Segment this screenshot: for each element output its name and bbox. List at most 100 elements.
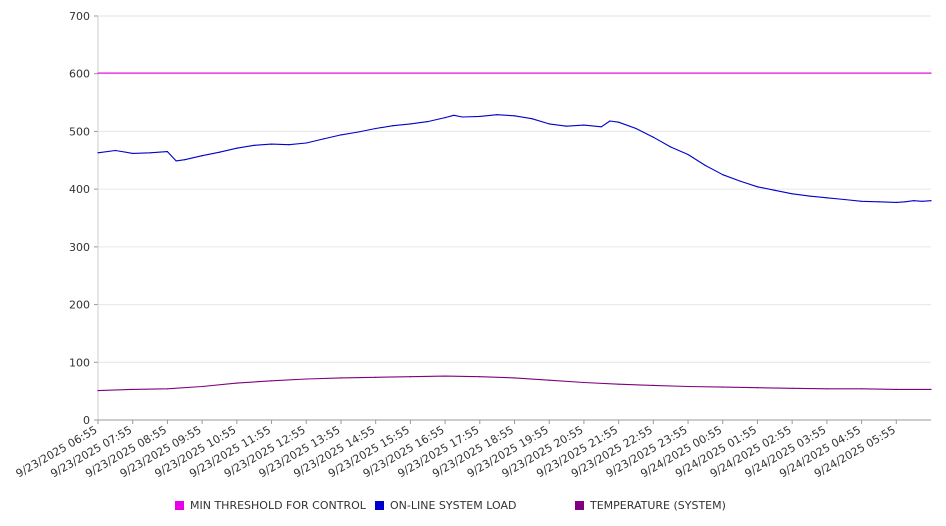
data-point <box>878 201 880 203</box>
x-tick-labels: 9/23/2025 06:559/23/2025 07:559/23/2025 … <box>14 423 898 480</box>
data-point <box>166 388 168 390</box>
data-point <box>808 195 811 197</box>
data-point <box>340 377 342 379</box>
legend-item: TEMPERATURE (SYSTEM) <box>575 499 726 512</box>
data-point <box>496 114 498 116</box>
series-0 <box>97 72 932 74</box>
data-point <box>652 136 654 138</box>
y-tick-labels: 0 100 200 300 400 500 600 700 <box>69 10 90 427</box>
data-point <box>774 189 776 191</box>
data-point <box>479 115 481 117</box>
data-point <box>826 388 828 390</box>
chart-legend: MIN THRESHOLD FOR CONTROL ON-LINE SYSTEM … <box>0 496 946 516</box>
legend-swatch <box>175 501 184 510</box>
data-point <box>461 116 463 118</box>
series-2 <box>97 375 932 392</box>
data-point <box>895 388 897 390</box>
data-point <box>583 124 585 126</box>
data-point <box>114 149 116 152</box>
data-point <box>722 386 724 388</box>
y-tick-label: 300 <box>69 241 90 254</box>
data-point <box>756 387 759 389</box>
data-point <box>895 201 897 203</box>
legend-label: TEMPERATURE (SYSTEM) <box>590 499 726 512</box>
series-1 <box>97 114 932 203</box>
data-point <box>375 127 377 130</box>
data-point <box>97 152 99 154</box>
y-tick-label: 100 <box>69 356 90 369</box>
data-point <box>618 383 620 385</box>
data-point <box>861 200 863 202</box>
legend-swatch <box>375 501 384 510</box>
data-point <box>583 381 585 384</box>
series-lines <box>97 72 932 392</box>
data-point <box>444 375 446 377</box>
data-point <box>253 144 255 146</box>
data-point <box>305 378 307 380</box>
y-tick-label: 500 <box>69 125 90 138</box>
data-point <box>513 377 516 379</box>
y-tick-label: 0 <box>83 414 90 427</box>
data-point <box>270 380 273 382</box>
data-point <box>670 146 672 148</box>
axes <box>94 15 931 424</box>
y-tick-label: 700 <box>69 10 90 23</box>
data-point <box>791 387 793 389</box>
data-point <box>548 123 550 125</box>
data-point <box>392 125 394 127</box>
data-point <box>618 121 620 123</box>
data-point <box>166 151 168 153</box>
data-point <box>201 385 203 388</box>
legend-swatch <box>575 501 584 510</box>
data-point <box>409 123 411 125</box>
data-point <box>913 200 915 202</box>
data-point <box>305 142 307 144</box>
y-tick-label: 200 <box>69 299 90 312</box>
data-point <box>184 159 186 161</box>
series-line <box>97 114 932 203</box>
data-point <box>323 138 325 140</box>
data-point <box>357 131 359 133</box>
data-point <box>843 198 845 201</box>
gridlines <box>98 15 931 363</box>
data-point <box>175 160 177 162</box>
data-point <box>427 121 429 123</box>
data-point <box>652 384 654 386</box>
data-point <box>791 193 793 195</box>
data-point <box>236 147 238 149</box>
data-point <box>930 72 932 74</box>
data-point <box>218 151 221 153</box>
data-point <box>904 201 906 203</box>
data-point <box>479 376 481 378</box>
data-point <box>97 72 99 74</box>
data-point <box>722 174 724 176</box>
legend-item: MIN THRESHOLD FOR CONTROL <box>175 499 366 512</box>
legend-item: ON-LINE SYSTEM LOAD <box>375 499 516 512</box>
data-point <box>635 127 637 130</box>
data-point <box>921 200 923 202</box>
data-point <box>340 134 342 136</box>
y-tick-label: 400 <box>69 183 90 196</box>
data-point <box>704 164 707 167</box>
data-point <box>375 376 377 378</box>
legend-label: MIN THRESHOLD FOR CONTROL <box>190 499 366 512</box>
data-point <box>97 390 99 392</box>
data-point <box>132 152 134 154</box>
data-point <box>548 379 550 381</box>
data-point <box>687 153 689 156</box>
data-point <box>149 152 151 154</box>
data-point <box>531 118 533 120</box>
data-point <box>756 186 759 188</box>
data-point <box>270 143 273 145</box>
data-point <box>409 376 411 378</box>
data-point <box>930 388 932 390</box>
data-point <box>930 200 932 202</box>
data-point <box>453 114 455 116</box>
data-point <box>609 120 611 122</box>
data-point <box>236 382 238 384</box>
data-point <box>566 125 568 127</box>
legend-label: ON-LINE SYSTEM LOAD <box>390 499 517 512</box>
data-point <box>444 117 446 119</box>
